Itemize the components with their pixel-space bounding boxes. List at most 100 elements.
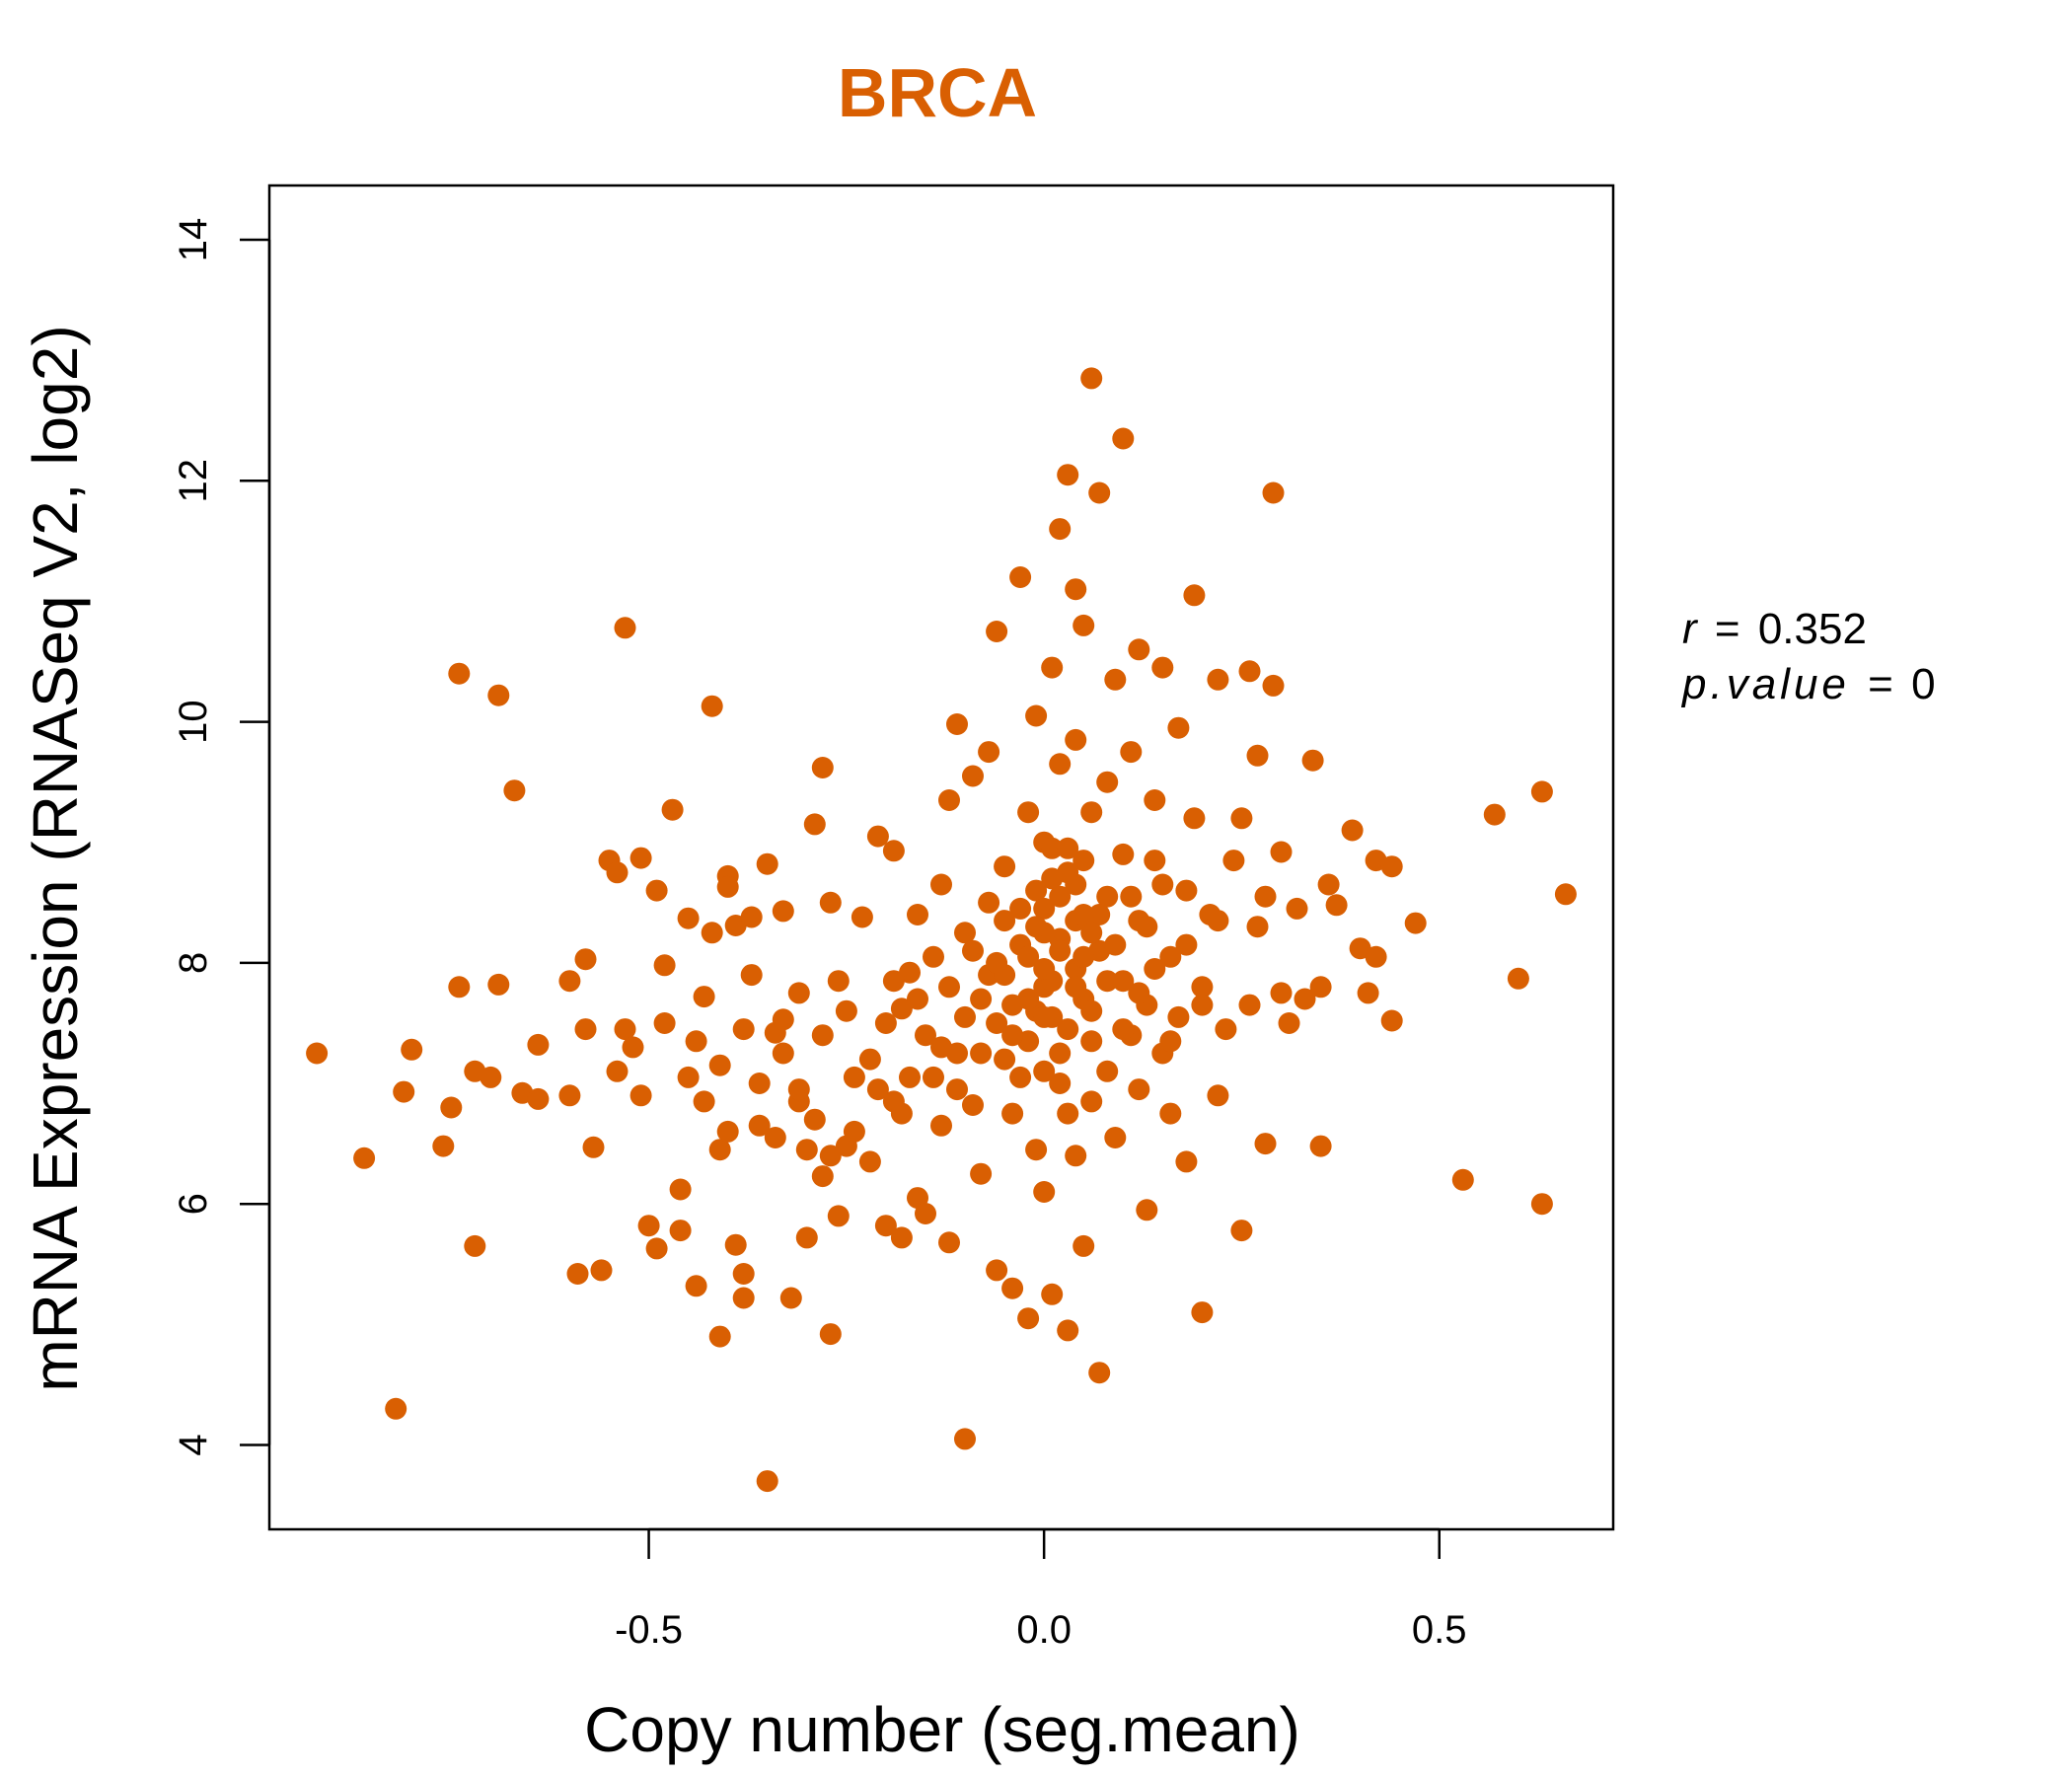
data-point bbox=[962, 1094, 984, 1116]
data-point bbox=[1033, 1181, 1056, 1203]
data-point bbox=[661, 798, 684, 821]
data-point bbox=[915, 1203, 936, 1224]
data-point bbox=[1309, 1135, 1332, 1157]
x-axis-title: Copy number (seg.mean) bbox=[584, 1694, 1300, 1765]
y-tick-label: 10 bbox=[172, 700, 215, 744]
data-point bbox=[1167, 716, 1190, 739]
data-point bbox=[1104, 1127, 1127, 1148]
y-tick-label: 6 bbox=[172, 1193, 215, 1215]
data-point bbox=[811, 1024, 834, 1047]
data-point bbox=[1041, 867, 1064, 890]
data-point bbox=[1080, 1090, 1103, 1113]
data-point bbox=[1120, 741, 1143, 764]
data-point bbox=[306, 1042, 329, 1065]
data-point bbox=[1049, 939, 1072, 962]
data-point bbox=[764, 1127, 786, 1148]
data-point bbox=[923, 1066, 944, 1088]
data-point bbox=[819, 1145, 842, 1167]
data-point bbox=[693, 986, 715, 1008]
data-point bbox=[353, 1147, 376, 1169]
data-point bbox=[1017, 1307, 1040, 1330]
data-point bbox=[1088, 904, 1111, 925]
data-point bbox=[503, 779, 526, 802]
data-point bbox=[629, 1084, 652, 1107]
data-point bbox=[938, 976, 960, 999]
data-point bbox=[1017, 988, 1040, 1010]
data-point bbox=[1207, 910, 1229, 932]
data-point bbox=[1191, 976, 1214, 999]
data-point bbox=[1112, 970, 1135, 993]
data-point bbox=[1009, 566, 1032, 588]
y-tick-label: 14 bbox=[172, 218, 215, 262]
data-point bbox=[1136, 1199, 1158, 1221]
y-axis: 4 6 8 10 12 14 bbox=[172, 218, 271, 1456]
data-point bbox=[1057, 1102, 1079, 1125]
data-point bbox=[1246, 916, 1269, 938]
data-point bbox=[1025, 1139, 1048, 1161]
data-point bbox=[1009, 897, 1032, 920]
x-tick-label: -0.5 bbox=[615, 1608, 683, 1652]
data-point bbox=[1033, 1005, 1056, 1028]
data-point bbox=[1080, 367, 1103, 390]
data-point bbox=[882, 970, 905, 993]
data-point bbox=[1057, 1319, 1079, 1342]
data-point bbox=[787, 1078, 810, 1101]
data-point bbox=[858, 1150, 881, 1173]
data-point bbox=[915, 1024, 936, 1047]
data-point bbox=[946, 713, 968, 735]
data-point bbox=[779, 1287, 802, 1309]
data-point bbox=[1254, 1133, 1277, 1155]
data-point bbox=[843, 1120, 865, 1143]
data-point bbox=[1049, 753, 1072, 776]
data-point bbox=[946, 1078, 968, 1101]
y-tick-label: 12 bbox=[172, 459, 215, 503]
data-point bbox=[1136, 916, 1158, 938]
data-point bbox=[772, 1042, 794, 1065]
data-point bbox=[740, 906, 763, 928]
data-point bbox=[1167, 1005, 1190, 1028]
data-point bbox=[448, 662, 471, 685]
data-point bbox=[787, 982, 810, 1004]
data-point bbox=[701, 695, 723, 717]
data-point bbox=[1151, 873, 1174, 896]
data-point bbox=[653, 1012, 676, 1034]
data-point bbox=[835, 999, 857, 1022]
data-point bbox=[1041, 837, 1064, 859]
data-point bbox=[1080, 801, 1103, 824]
data-point bbox=[819, 1323, 842, 1346]
data-point bbox=[1025, 879, 1048, 902]
data-point bbox=[440, 1096, 463, 1119]
data-point bbox=[827, 1205, 850, 1227]
data-point bbox=[866, 825, 889, 848]
data-point bbox=[1112, 1018, 1135, 1041]
data-point bbox=[740, 964, 763, 987]
data-point bbox=[724, 1233, 747, 1256]
data-point bbox=[930, 873, 952, 896]
data-point bbox=[1017, 801, 1040, 824]
data-point bbox=[566, 1263, 589, 1285]
data-point bbox=[1507, 967, 1529, 990]
data-point bbox=[1049, 885, 1072, 908]
data-point bbox=[1057, 464, 1079, 486]
data-point bbox=[994, 910, 1016, 932]
data-point bbox=[970, 988, 993, 1010]
data-point bbox=[1073, 1234, 1095, 1257]
data-point bbox=[716, 1120, 739, 1143]
data-point bbox=[448, 976, 471, 999]
data-point bbox=[708, 1325, 731, 1348]
data-point bbox=[558, 1084, 581, 1107]
data-point bbox=[1159, 1102, 1182, 1125]
data-point bbox=[843, 1066, 865, 1088]
data-point bbox=[748, 1073, 771, 1094]
data-point bbox=[1065, 873, 1087, 896]
data-point bbox=[1049, 1073, 1072, 1094]
data-point bbox=[1096, 970, 1119, 993]
data-point bbox=[1033, 897, 1056, 920]
data-point bbox=[1128, 638, 1150, 661]
x-axis: -0.5 0.0 0.5 bbox=[615, 1527, 1467, 1652]
data-point bbox=[1151, 656, 1174, 679]
data-point bbox=[874, 1215, 897, 1237]
data-point bbox=[1057, 1018, 1079, 1041]
data-point bbox=[1041, 1283, 1064, 1305]
